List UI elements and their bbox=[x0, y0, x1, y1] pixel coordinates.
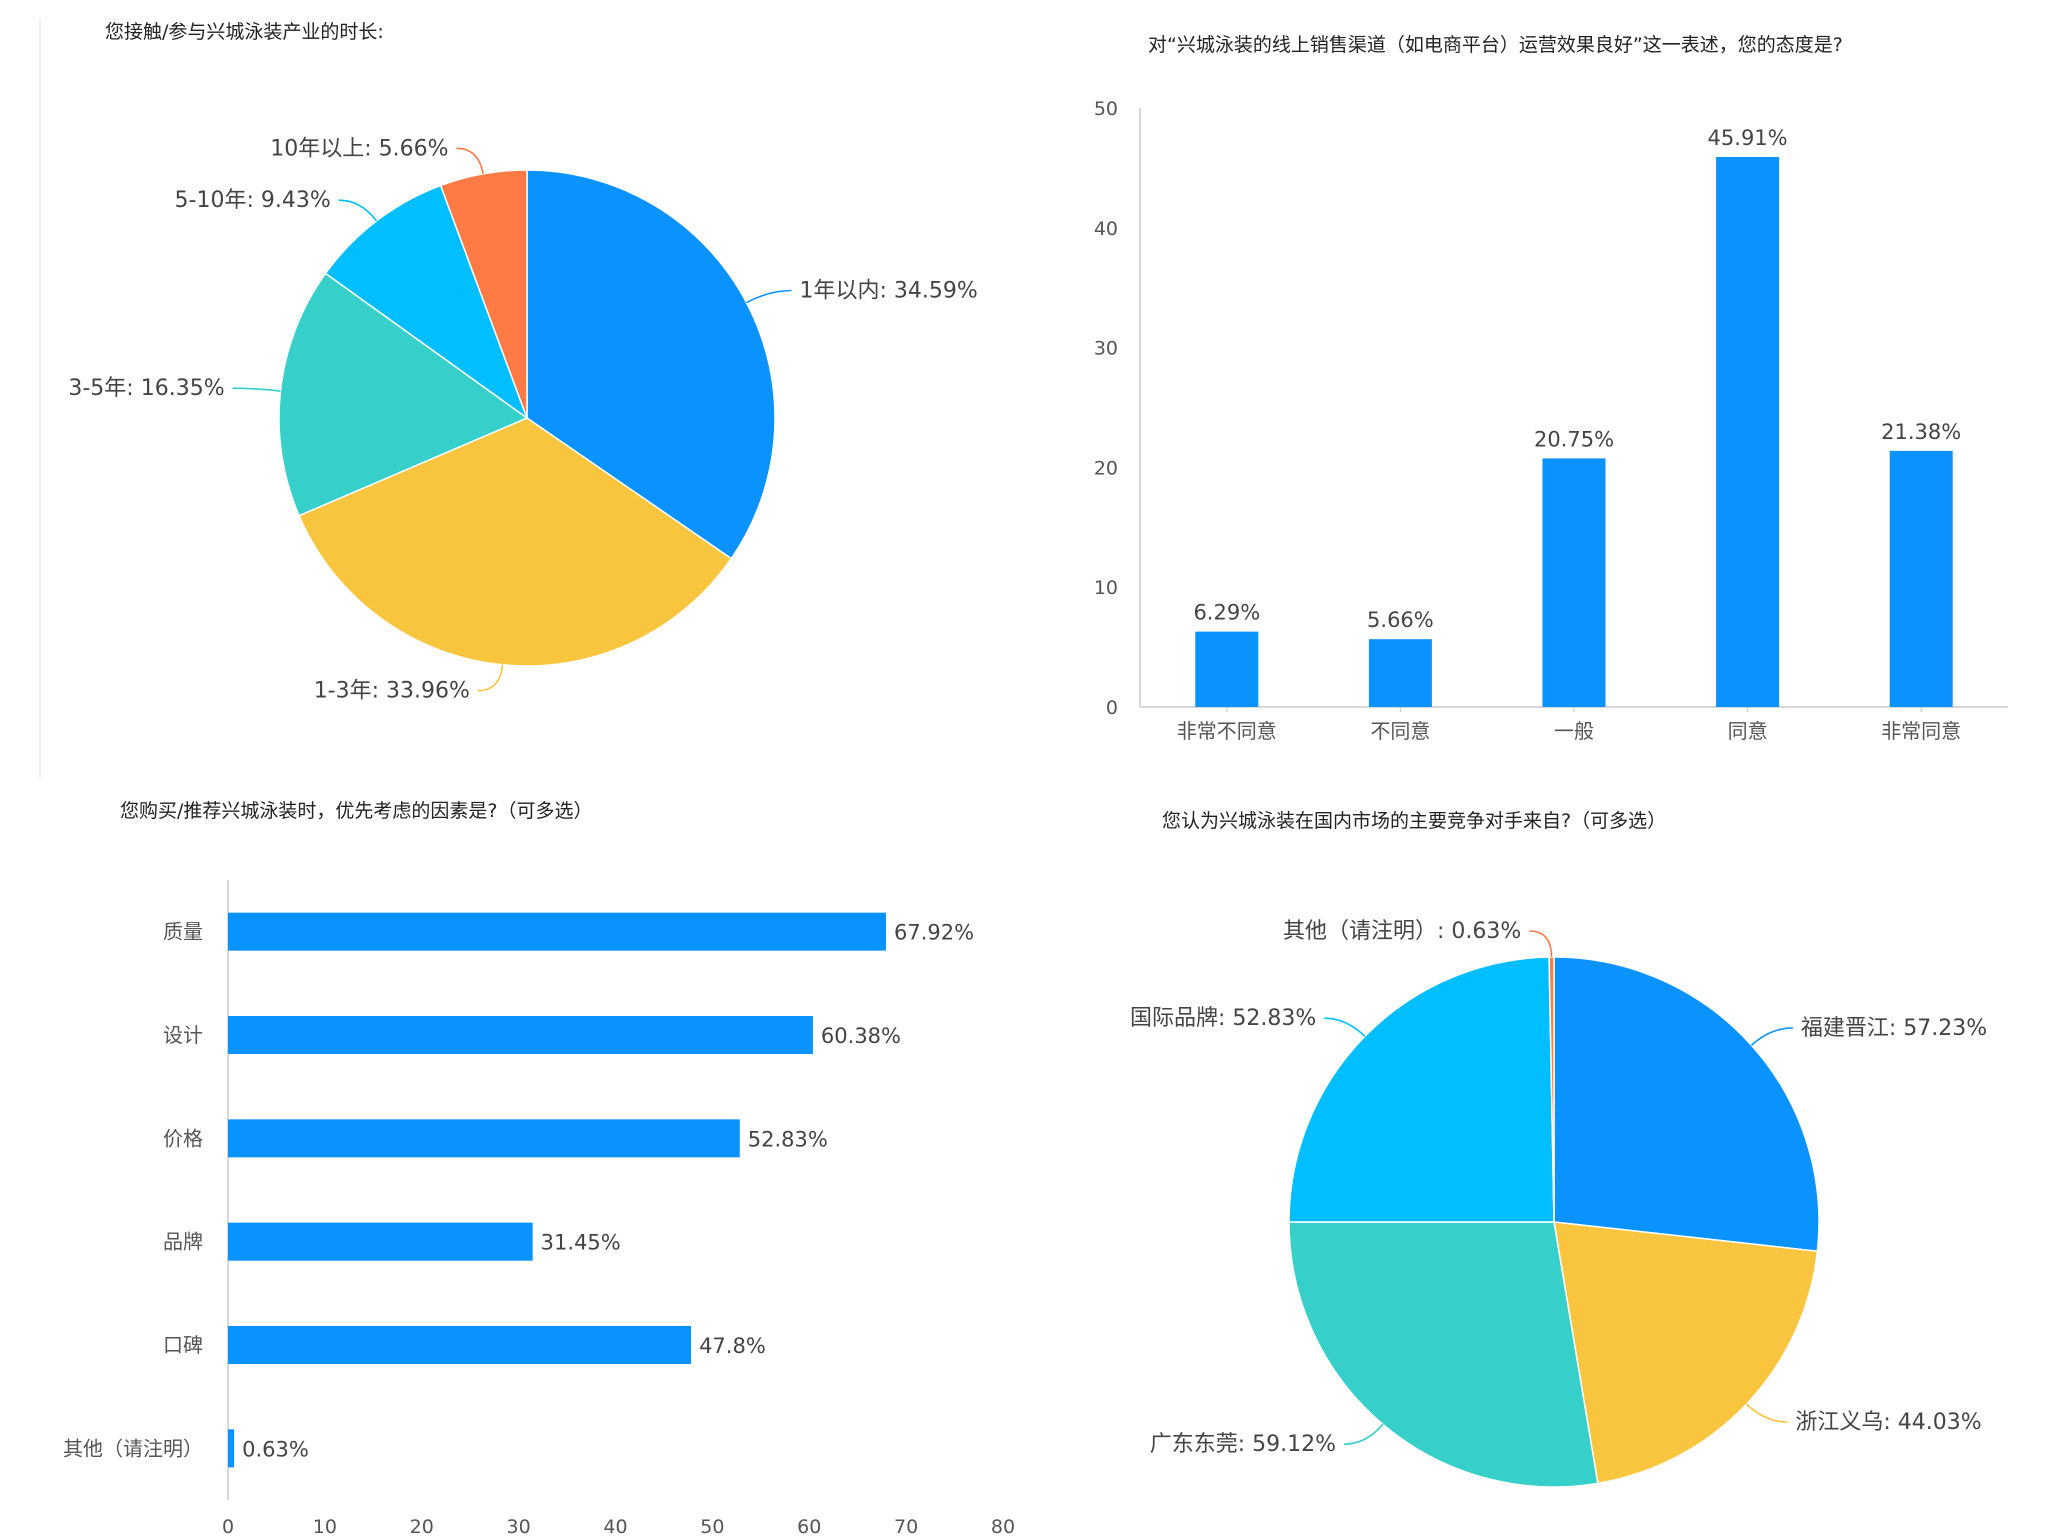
pie-slice-广东东莞 bbox=[1288, 1221, 1599, 1488]
pie-label-10年以上: 10年以上: 5.66% bbox=[270, 136, 448, 161]
y-tick-label: 50 bbox=[1094, 98, 1118, 120]
bar-value-label: 47.8% bbox=[699, 1334, 766, 1358]
chart-title: 对“兴城泳装的线上销售渠道（如电商平台）运营效果良好”这一表述，您的态度是? bbox=[1148, 34, 1843, 56]
x-tick-label: 非常不同意 bbox=[1177, 719, 1277, 743]
pie-label-其他-请注明: 其他（请注明）: 0.63% bbox=[1283, 919, 1521, 944]
pie-label-5-10年: 5-10年: 9.43% bbox=[175, 188, 331, 213]
pie-slice-浙江义乌 bbox=[1553, 1221, 1819, 1485]
bar-value-label: 20.75% bbox=[1534, 427, 1614, 451]
pie-slice-国际品牌 bbox=[1288, 956, 1555, 1223]
bar-value-label: 45.91% bbox=[1708, 126, 1788, 150]
pie-label-福建晋江: 福建晋江: 57.23% bbox=[1801, 1016, 1987, 1041]
pie-slice-1-3年 bbox=[298, 417, 733, 667]
bar-value-label: 67.92% bbox=[894, 921, 974, 945]
bar-chart-online-sales-attitude: 对“兴城泳装的线上销售渠道（如电商平台）运营效果良好”这一表述，您的态度是? 0… bbox=[1094, 34, 2008, 743]
pie-leader-line bbox=[1750, 1027, 1793, 1046]
bar-value-label: 31.45% bbox=[541, 1231, 621, 1255]
bar-质量 bbox=[228, 912, 886, 951]
x-tick-label: 一般 bbox=[1554, 719, 1594, 743]
x-tick-label: 20 bbox=[410, 1516, 434, 1536]
x-tick-label: 70 bbox=[894, 1516, 918, 1536]
pie-chart-competitors: 您认为兴城泳装在国内市场的主要竞争对手来自?（可多选） 福建晋江: 57.23%… bbox=[1130, 810, 1987, 1488]
pie-slice-10年以上 bbox=[439, 169, 528, 419]
bar-价格 bbox=[228, 1119, 740, 1158]
y-tick-label: 价格 bbox=[163, 1126, 203, 1150]
pie-chart-experience-duration: 您接触/参与兴城泳装产业的时长: 1年以内: 34.59% 1-3年: 33.96… bbox=[68, 21, 977, 704]
y-tick-label: 0 bbox=[1106, 697, 1118, 719]
pie-label-广东东莞: 广东东莞: 59.12% bbox=[1150, 1432, 1336, 1457]
y-tick-label: 品牌 bbox=[163, 1230, 203, 1254]
bar-value-label: 21.38% bbox=[1881, 420, 1961, 444]
x-tick-label: 80 bbox=[991, 1516, 1015, 1536]
x-tick-label: 0 bbox=[222, 1516, 234, 1536]
pie-leader-line bbox=[477, 664, 504, 692]
bar-同意 bbox=[1716, 156, 1780, 708]
y-tick-label: 10 bbox=[1094, 577, 1118, 599]
x-tick-label: 40 bbox=[603, 1516, 627, 1536]
pie-leader-line bbox=[1324, 1017, 1366, 1037]
bar-非常不同意 bbox=[1195, 631, 1259, 707]
bar-不同意 bbox=[1368, 639, 1432, 707]
x-tick-label: 50 bbox=[700, 1516, 724, 1536]
pie-label-国际品牌: 国际品牌: 52.83% bbox=[1130, 1006, 1316, 1031]
bar-一般 bbox=[1542, 458, 1606, 707]
hbar-chart-purchase-factors: 您购买/推荐兴城泳装时，优先考虑的因素是?（可多选） 0 10 20 30 40 50 60… bbox=[63, 800, 1015, 1536]
pie-label-浙江义乌: 浙江义乌: 44.03% bbox=[1795, 1410, 1981, 1435]
bar-口碑 bbox=[228, 1326, 692, 1364]
y-tick-label: 30 bbox=[1094, 338, 1118, 360]
bar-value-label: 6.29% bbox=[1193, 601, 1260, 625]
bar-value-label: 5.66% bbox=[1367, 608, 1434, 632]
pie-leader-line bbox=[338, 199, 378, 222]
x-tick-label: 非常同意 bbox=[1881, 719, 1961, 743]
bar-value-label: 60.38% bbox=[821, 1024, 901, 1048]
bar-非常同意 bbox=[1889, 450, 1953, 707]
bar-value-label: 0.63% bbox=[242, 1437, 309, 1461]
y-tick-label: 质量 bbox=[163, 920, 203, 944]
y-tick-label: 口碑 bbox=[163, 1333, 203, 1357]
pie-slice-福建晋江 bbox=[1553, 956, 1820, 1253]
x-tick-label: 不同意 bbox=[1370, 719, 1430, 743]
pie-label-1年以内: 1年以内: 34.59% bbox=[800, 278, 978, 303]
x-tick-label: 30 bbox=[507, 1516, 531, 1536]
pie-leader-line bbox=[1529, 930, 1553, 958]
y-tick-label: 20 bbox=[1094, 457, 1118, 479]
bar-设计 bbox=[228, 1016, 813, 1054]
bar-其他-请注明 bbox=[228, 1429, 235, 1468]
y-tick-label: 其他（请注明） bbox=[63, 1436, 203, 1460]
pie-leader-line bbox=[456, 147, 484, 175]
pie-leader-line bbox=[1745, 1403, 1788, 1423]
bar-品牌 bbox=[228, 1222, 533, 1261]
pie-label-1-3年: 1-3年: 33.96% bbox=[314, 679, 470, 704]
bar-value-label: 52.83% bbox=[748, 1127, 828, 1151]
chart-title: 您认为兴城泳装在国内市场的主要竞争对手来自?（可多选） bbox=[1162, 810, 1666, 832]
x-tick-label: 10 bbox=[313, 1516, 337, 1536]
y-tick-label: 设计 bbox=[163, 1023, 203, 1047]
pie-leader-line bbox=[232, 387, 281, 392]
chart-title: 您接触/参与兴城泳装产业的时长: bbox=[105, 21, 384, 43]
pie-leader-line bbox=[1344, 1423, 1384, 1445]
x-tick-label: 60 bbox=[797, 1516, 821, 1536]
pie-label-3-5年: 3-5年: 16.35% bbox=[68, 376, 224, 401]
y-tick-label: 40 bbox=[1094, 218, 1118, 240]
x-tick-label: 同意 bbox=[1728, 719, 1768, 743]
chart-title: 您购买/推荐兴城泳装时，优先考虑的因素是?（可多选） bbox=[120, 800, 593, 822]
pie-leader-line bbox=[746, 289, 792, 304]
